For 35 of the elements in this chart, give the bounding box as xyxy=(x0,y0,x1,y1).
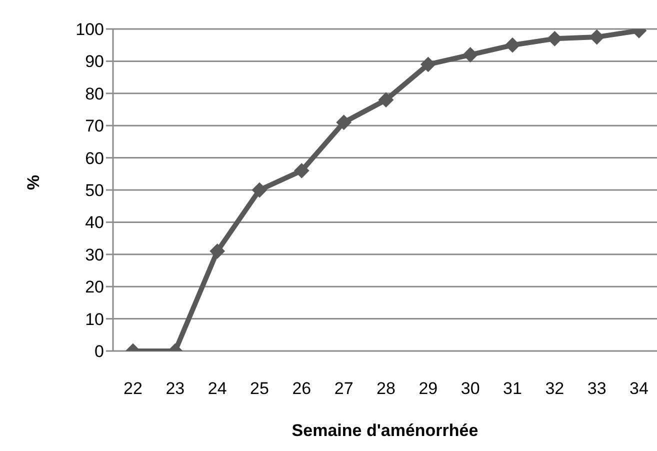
y-tick-label: 10 xyxy=(85,310,104,329)
point xyxy=(294,163,310,178)
y-tick-label: 20 xyxy=(85,278,104,297)
x-tick-label: 30 xyxy=(460,379,480,398)
x-tick-label: 23 xyxy=(166,379,185,398)
y-tick-label: 40 xyxy=(85,213,104,232)
y-tick-label: 30 xyxy=(85,245,104,264)
x-tick-label: 34 xyxy=(630,379,648,398)
x-tick-label: 22 xyxy=(124,379,142,398)
x-axis-title: Semaine d'aménorrhée xyxy=(292,421,478,440)
x-tick-label: 32 xyxy=(545,379,564,398)
y-tick-label: 50 xyxy=(85,181,104,200)
y-tick-label: 70 xyxy=(85,116,104,136)
point xyxy=(547,31,562,46)
x-tick-label: 29 xyxy=(418,379,438,398)
point xyxy=(378,92,394,108)
point xyxy=(505,38,520,53)
point xyxy=(589,30,604,45)
point xyxy=(420,56,436,72)
x-tick-label: 33 xyxy=(587,379,606,398)
y-tick-label: 60 xyxy=(85,148,104,168)
x-tick-label: 25 xyxy=(250,379,269,398)
x-tick-label: 26 xyxy=(292,379,312,398)
y-tick-label: 0 xyxy=(94,342,104,362)
x-tick-label: 27 xyxy=(334,379,354,398)
x-tick-label: 28 xyxy=(376,379,396,398)
x-tick-label: 31 xyxy=(503,379,522,398)
y-axis-title: % xyxy=(24,174,44,190)
point xyxy=(336,114,352,130)
point xyxy=(252,182,267,198)
x-tick-label: 24 xyxy=(208,379,227,398)
y-tick-label: 100 xyxy=(76,20,104,40)
y-tick-label: 90 xyxy=(85,52,104,72)
y-tick-label: 80 xyxy=(85,84,104,104)
point xyxy=(462,47,478,62)
